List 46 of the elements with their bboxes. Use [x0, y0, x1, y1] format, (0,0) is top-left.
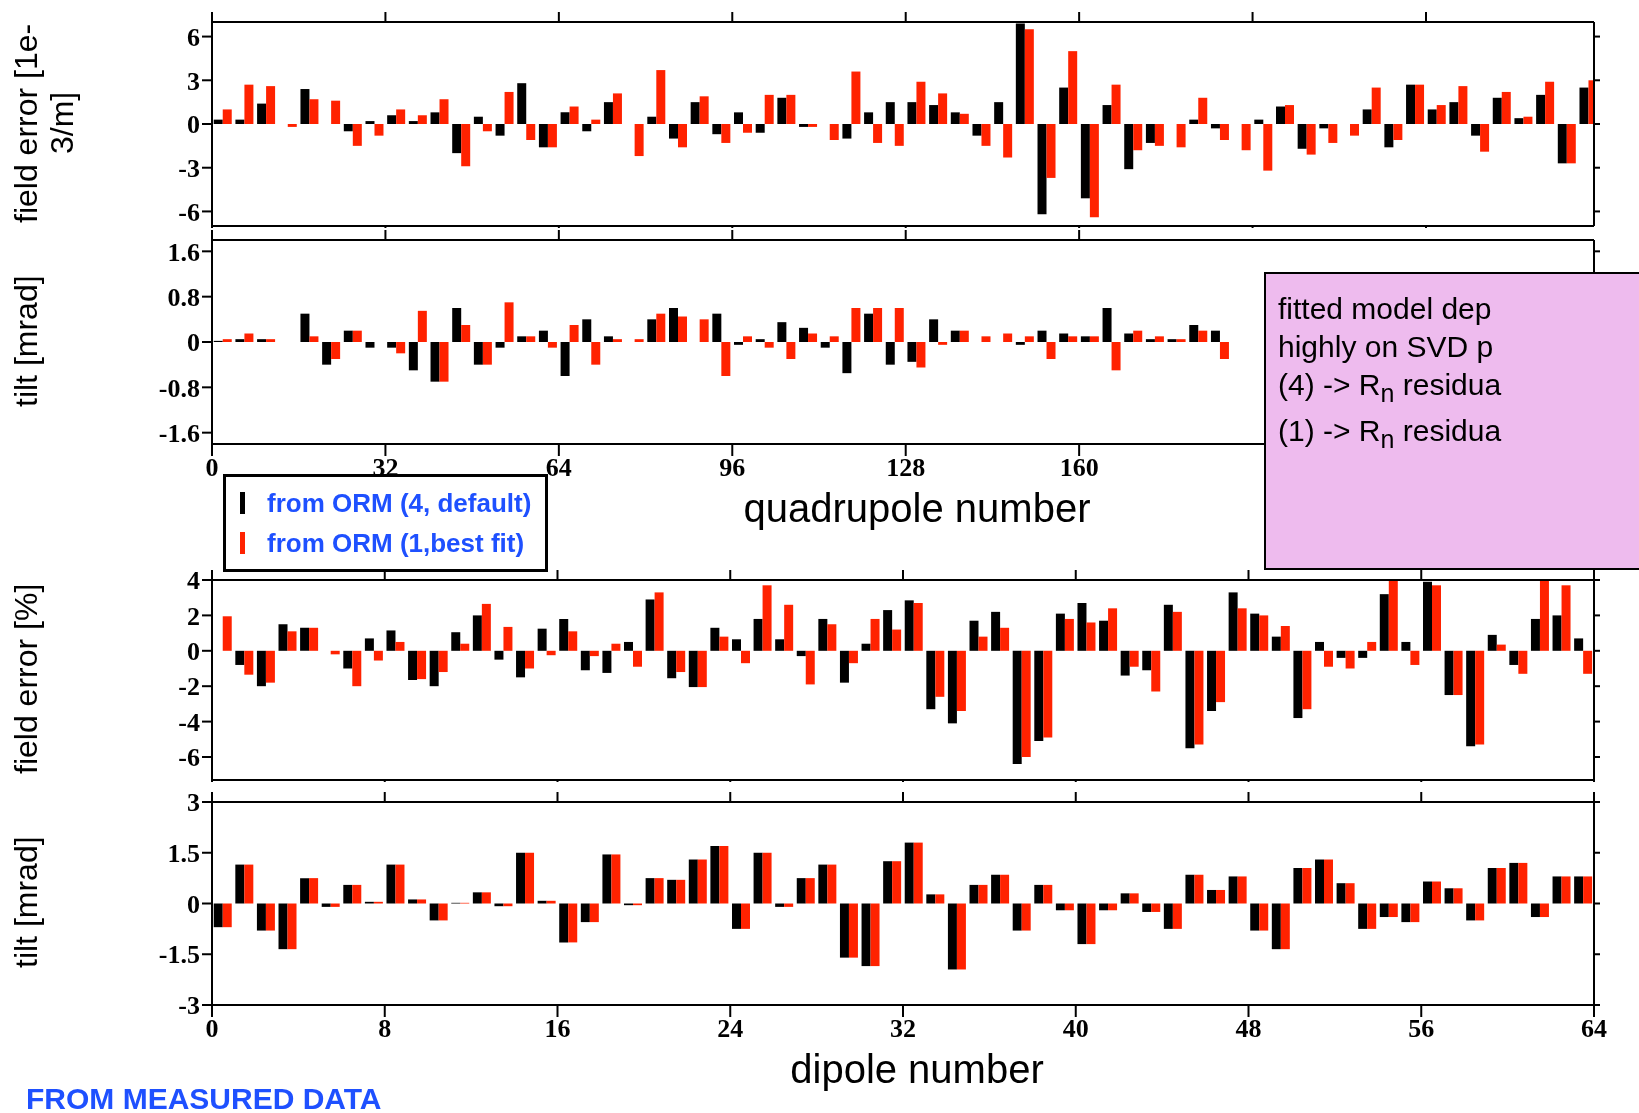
y-tick-label: -3	[178, 991, 200, 1021]
x-tick-label: 8	[378, 1014, 392, 1044]
y-tick-label: -6	[178, 197, 200, 227]
y-tick-label: -1.6	[158, 418, 200, 448]
x-tick-label: 128	[886, 453, 926, 483]
x-tick-label: 16	[544, 1014, 571, 1044]
x-tick-label: 64	[1581, 1014, 1607, 1044]
y-tick-label: 0	[187, 110, 200, 140]
y-axis-title: field error [1e-3/m]	[8, 23, 80, 223]
legend-label: from ORM (1,best fit)	[267, 527, 525, 559]
x-tick-label: 24	[717, 1014, 744, 1044]
legend-label: from ORM (4, default)	[267, 487, 532, 519]
y-tick-label: 4	[187, 566, 200, 596]
y-tick-label: 1.5	[167, 838, 200, 868]
y-tick-label: 2	[187, 601, 200, 631]
y-axis-title: tilt [mrad]	[8, 836, 44, 969]
x-tick-label: 64	[545, 453, 572, 483]
y-tick-label: -1.5	[158, 940, 200, 970]
y-tick-label: -6	[178, 743, 200, 773]
annotation: (4) -> R$_{n}$ residua	[1278, 367, 1503, 409]
annotation: highly on SVD p	[1278, 329, 1495, 365]
y-tick-label: -4	[178, 707, 200, 737]
y-tick-label: 1.6	[167, 237, 200, 267]
y-tick-label: -2	[178, 672, 200, 702]
y-tick-label: -3	[178, 153, 200, 183]
annotation: (1) -> R$_{n}$ residua	[1278, 413, 1503, 455]
y-tick-label: 0.8	[167, 282, 200, 312]
y-tick-label: 0	[187, 889, 200, 919]
x-tick-label: 160	[1059, 453, 1099, 483]
x-tick-label: 96	[719, 453, 746, 483]
annotation: fitted model dep	[1278, 291, 1493, 327]
y-tick-label: -0.8	[158, 373, 200, 403]
x-tick-label: 32	[890, 1014, 916, 1044]
y-tick-label: 0	[187, 637, 200, 667]
x-axis-title: dipole number	[790, 1047, 1044, 1091]
x-axis-title: quadrupole number	[743, 486, 1091, 530]
x-tick-label: 56	[1408, 1014, 1435, 1044]
y-tick-label: 3	[187, 66, 200, 96]
x-tick-label: 48	[1235, 1014, 1262, 1044]
y-axis-title: tilt [mrad]	[8, 275, 44, 407]
y-tick-label: 0	[187, 328, 200, 358]
x-tick-label: 40	[1062, 1014, 1089, 1044]
y-tick-label: 3	[187, 788, 200, 818]
y-axis-title: field error [%]	[8, 583, 44, 775]
text: FROM MEASURED DATA	[26, 1082, 382, 1113]
y-tick-label: 6	[187, 22, 200, 52]
